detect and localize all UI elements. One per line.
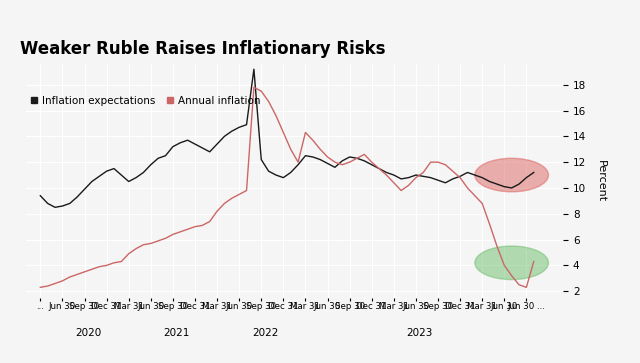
Text: Weaker Ruble Raises Inflationary Risks: Weaker Ruble Raises Inflationary Risks (20, 40, 386, 58)
Text: 2023: 2023 (406, 328, 433, 338)
Y-axis label: Percent: Percent (596, 160, 605, 203)
Text: 2021: 2021 (163, 328, 189, 338)
Text: 2022: 2022 (252, 328, 278, 338)
Legend: Inflation expectations, Annual inflation: Inflation expectations, Annual inflation (26, 91, 265, 110)
Text: 2020: 2020 (75, 328, 101, 338)
Ellipse shape (475, 246, 548, 280)
Ellipse shape (475, 158, 548, 192)
